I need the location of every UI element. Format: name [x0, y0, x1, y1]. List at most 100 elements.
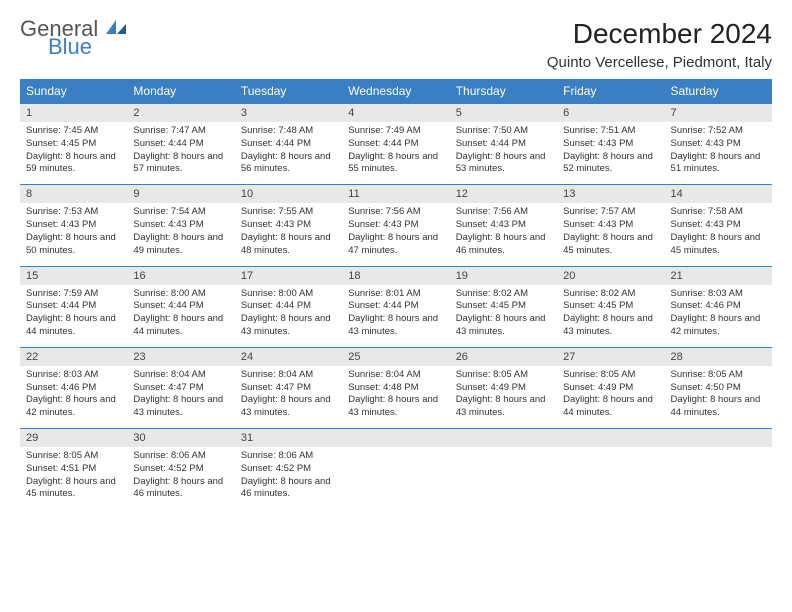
- sunset-text: Sunset: 4:47 PM: [133, 382, 228, 395]
- sunrise-text: Sunrise: 8:05 AM: [456, 369, 551, 382]
- sunset-text: Sunset: 4:43 PM: [671, 219, 766, 232]
- sunrise-text: Sunrise: 8:04 AM: [348, 369, 443, 382]
- day-number: 4: [342, 104, 449, 122]
- logo-text-blue: Blue: [48, 36, 128, 58]
- sunrise-text: Sunrise: 7:56 AM: [348, 206, 443, 219]
- sunset-text: Sunset: 4:43 PM: [26, 219, 121, 232]
- daylight-text: Daylight: 8 hours and 43 minutes.: [133, 394, 228, 420]
- day-number: 10: [235, 185, 342, 203]
- sunset-text: Sunset: 4:44 PM: [241, 138, 336, 151]
- day-cell: 23Sunrise: 8:04 AMSunset: 4:47 PMDayligh…: [127, 347, 234, 428]
- day-header: Monday: [127, 79, 234, 104]
- day-body: Sunrise: 7:49 AMSunset: 4:44 PMDaylight:…: [342, 122, 449, 184]
- day-body: Sunrise: 7:45 AMSunset: 4:45 PMDaylight:…: [20, 122, 127, 184]
- sunset-text: Sunset: 4:46 PM: [671, 300, 766, 313]
- day-cell: 31Sunrise: 8:06 AMSunset: 4:52 PMDayligh…: [235, 429, 342, 510]
- sunset-text: Sunset: 4:44 PM: [26, 300, 121, 313]
- day-body: Sunrise: 7:57 AMSunset: 4:43 PMDaylight:…: [557, 203, 664, 265]
- sunrise-text: Sunrise: 7:59 AM: [26, 288, 121, 301]
- day-number: 22: [20, 348, 127, 366]
- sunrise-text: Sunrise: 7:45 AM: [26, 125, 121, 138]
- sunset-text: Sunset: 4:44 PM: [348, 300, 443, 313]
- day-cell: 27Sunrise: 8:05 AMSunset: 4:49 PMDayligh…: [557, 347, 664, 428]
- day-body: Sunrise: 8:05 AMSunset: 4:49 PMDaylight:…: [450, 366, 557, 428]
- daylight-text: Daylight: 8 hours and 53 minutes.: [456, 151, 551, 177]
- daylight-text: Daylight: 8 hours and 51 minutes.: [671, 151, 766, 177]
- day-cell: 19Sunrise: 8:02 AMSunset: 4:45 PMDayligh…: [450, 266, 557, 347]
- day-number: 3: [235, 104, 342, 122]
- daylight-text: Daylight: 8 hours and 42 minutes.: [671, 313, 766, 339]
- sunrise-text: Sunrise: 7:52 AM: [671, 125, 766, 138]
- sunrise-text: Sunrise: 7:56 AM: [456, 206, 551, 219]
- day-body: Sunrise: 7:52 AMSunset: 4:43 PMDaylight:…: [665, 122, 772, 184]
- day-number: 2: [127, 104, 234, 122]
- day-number: 6: [557, 104, 664, 122]
- sunset-text: Sunset: 4:45 PM: [26, 138, 121, 151]
- sunrise-text: Sunrise: 7:50 AM: [456, 125, 551, 138]
- day-body: Sunrise: 7:47 AMSunset: 4:44 PMDaylight:…: [127, 122, 234, 184]
- day-body: Sunrise: 7:58 AMSunset: 4:43 PMDaylight:…: [665, 203, 772, 265]
- day-cell: 16Sunrise: 8:00 AMSunset: 4:44 PMDayligh…: [127, 266, 234, 347]
- sunset-text: Sunset: 4:43 PM: [241, 219, 336, 232]
- month-title: December 2024: [547, 18, 772, 50]
- sunset-text: Sunset: 4:44 PM: [348, 138, 443, 151]
- day-cell: 4Sunrise: 7:49 AMSunset: 4:44 PMDaylight…: [342, 104, 449, 185]
- sunrise-text: Sunrise: 7:54 AM: [133, 206, 228, 219]
- daylight-text: Daylight: 8 hours and 45 minutes.: [26, 476, 121, 502]
- day-number: 8: [20, 185, 127, 203]
- week-row: 1Sunrise: 7:45 AMSunset: 4:45 PMDaylight…: [20, 104, 772, 185]
- day-number: [450, 429, 557, 447]
- day-number: 23: [127, 348, 234, 366]
- daylight-text: Daylight: 8 hours and 44 minutes.: [563, 394, 658, 420]
- sunrise-text: Sunrise: 7:53 AM: [26, 206, 121, 219]
- sunrise-text: Sunrise: 8:05 AM: [26, 450, 121, 463]
- day-cell: 15Sunrise: 7:59 AMSunset: 4:44 PMDayligh…: [20, 266, 127, 347]
- day-number: 29: [20, 429, 127, 447]
- daylight-text: Daylight: 8 hours and 43 minutes.: [456, 394, 551, 420]
- sunset-text: Sunset: 4:47 PM: [241, 382, 336, 395]
- day-cell: 30Sunrise: 8:06 AMSunset: 4:52 PMDayligh…: [127, 429, 234, 510]
- sunset-text: Sunset: 4:43 PM: [348, 219, 443, 232]
- sunrise-text: Sunrise: 8:00 AM: [133, 288, 228, 301]
- week-row: 8Sunrise: 7:53 AMSunset: 4:43 PMDaylight…: [20, 185, 772, 266]
- day-cell: [450, 429, 557, 510]
- daylight-text: Daylight: 8 hours and 43 minutes.: [456, 313, 551, 339]
- sunrise-text: Sunrise: 8:05 AM: [563, 369, 658, 382]
- sunrise-text: Sunrise: 7:58 AM: [671, 206, 766, 219]
- day-body: Sunrise: 8:04 AMSunset: 4:47 PMDaylight:…: [235, 366, 342, 428]
- day-number: 17: [235, 267, 342, 285]
- title-block: December 2024 Quinto Vercellese, Piedmon…: [547, 18, 772, 71]
- day-cell: [665, 429, 772, 510]
- day-number: 31: [235, 429, 342, 447]
- location-text: Quinto Vercellese, Piedmont, Italy: [547, 54, 772, 71]
- day-cell: [557, 429, 664, 510]
- sunset-text: Sunset: 4:52 PM: [241, 463, 336, 476]
- day-body: [665, 447, 772, 507]
- sunrise-text: Sunrise: 8:03 AM: [671, 288, 766, 301]
- daylight-text: Daylight: 8 hours and 43 minutes.: [241, 394, 336, 420]
- day-body: Sunrise: 7:51 AMSunset: 4:43 PMDaylight:…: [557, 122, 664, 184]
- day-number: 18: [342, 267, 449, 285]
- day-cell: 20Sunrise: 8:02 AMSunset: 4:45 PMDayligh…: [557, 266, 664, 347]
- day-body: Sunrise: 8:02 AMSunset: 4:45 PMDaylight:…: [450, 285, 557, 347]
- day-body: Sunrise: 7:48 AMSunset: 4:44 PMDaylight:…: [235, 122, 342, 184]
- day-number: 20: [557, 267, 664, 285]
- day-cell: 26Sunrise: 8:05 AMSunset: 4:49 PMDayligh…: [450, 347, 557, 428]
- day-cell: 3Sunrise: 7:48 AMSunset: 4:44 PMDaylight…: [235, 104, 342, 185]
- sunset-text: Sunset: 4:45 PM: [563, 300, 658, 313]
- daylight-text: Daylight: 8 hours and 47 minutes.: [348, 232, 443, 258]
- daylight-text: Daylight: 8 hours and 59 minutes.: [26, 151, 121, 177]
- day-number: 28: [665, 348, 772, 366]
- daylight-text: Daylight: 8 hours and 52 minutes.: [563, 151, 658, 177]
- day-cell: [342, 429, 449, 510]
- day-cell: 29Sunrise: 8:05 AMSunset: 4:51 PMDayligh…: [20, 429, 127, 510]
- sunrise-text: Sunrise: 8:00 AM: [241, 288, 336, 301]
- day-cell: 17Sunrise: 8:00 AMSunset: 4:44 PMDayligh…: [235, 266, 342, 347]
- day-number: 13: [557, 185, 664, 203]
- day-body: Sunrise: 7:50 AMSunset: 4:44 PMDaylight:…: [450, 122, 557, 184]
- day-body: Sunrise: 8:01 AMSunset: 4:44 PMDaylight:…: [342, 285, 449, 347]
- daylight-text: Daylight: 8 hours and 49 minutes.: [133, 232, 228, 258]
- day-header: Wednesday: [342, 79, 449, 104]
- daylight-text: Daylight: 8 hours and 43 minutes.: [348, 394, 443, 420]
- day-body: Sunrise: 7:55 AMSunset: 4:43 PMDaylight:…: [235, 203, 342, 265]
